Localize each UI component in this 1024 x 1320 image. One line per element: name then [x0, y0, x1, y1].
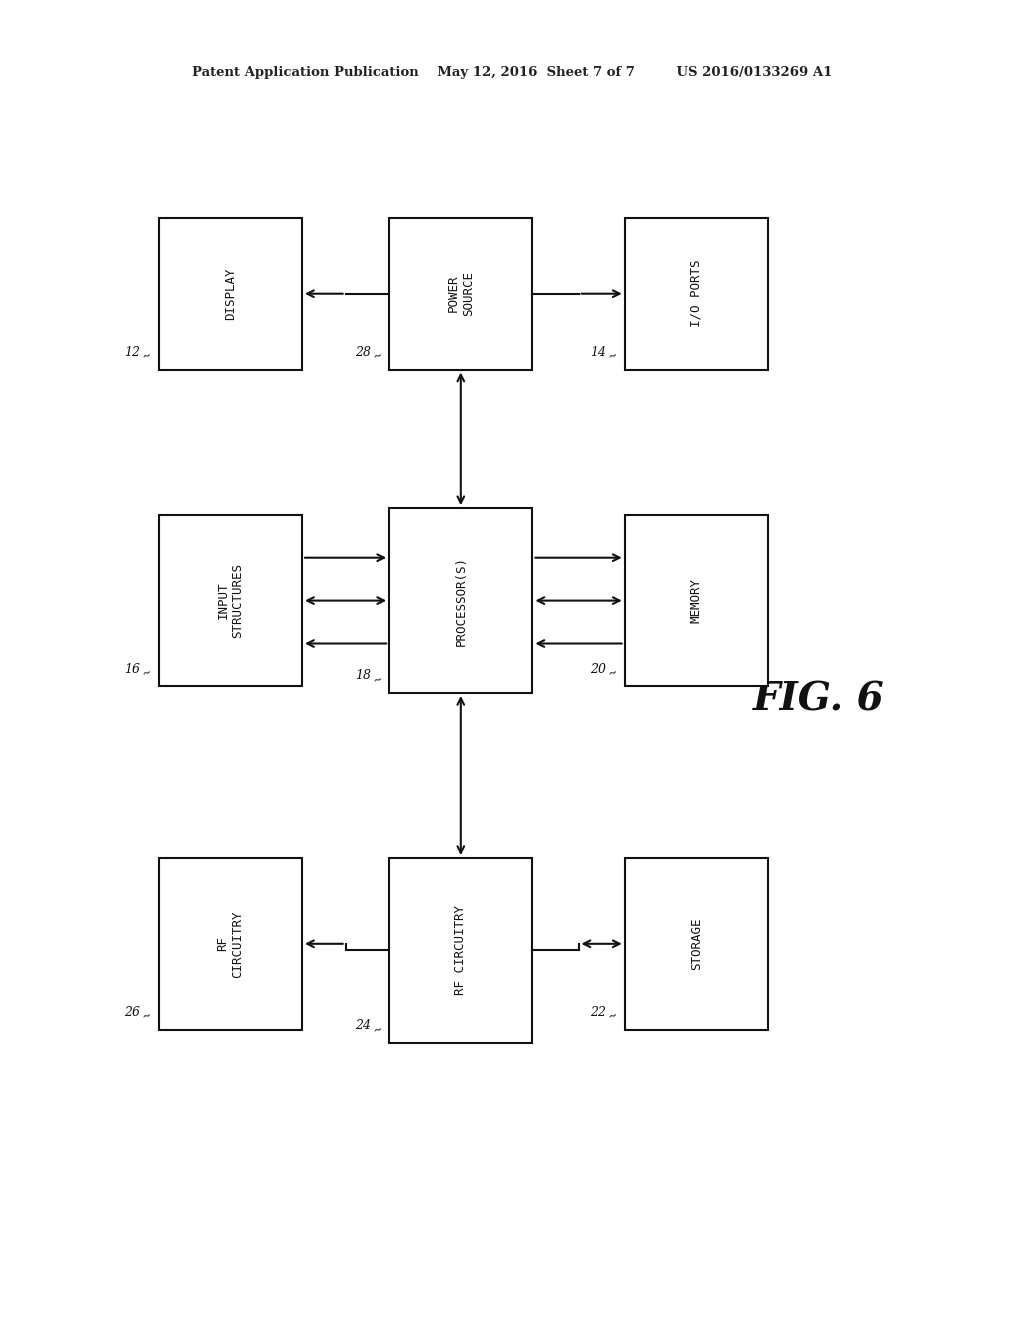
Text: 16: 16 — [124, 663, 140, 676]
Text: ~: ~ — [141, 350, 154, 363]
Text: ~: ~ — [141, 667, 154, 680]
Text: ~: ~ — [372, 1023, 384, 1036]
FancyBboxPatch shape — [389, 508, 532, 693]
FancyBboxPatch shape — [159, 858, 302, 1030]
Text: FIG. 6: FIG. 6 — [754, 681, 885, 718]
Text: I/O PORTS: I/O PORTS — [690, 260, 702, 327]
Text: Patent Application Publication    May 12, 2016  Sheet 7 of 7         US 2016/013: Patent Application Publication May 12, 2… — [191, 66, 833, 79]
FancyBboxPatch shape — [159, 218, 302, 370]
Text: ~: ~ — [372, 350, 384, 363]
Text: ~: ~ — [607, 350, 620, 363]
Text: PROCESSOR(S): PROCESSOR(S) — [455, 556, 467, 645]
Text: ~: ~ — [607, 1010, 620, 1023]
Text: ~: ~ — [607, 667, 620, 680]
Text: 18: 18 — [354, 669, 371, 682]
FancyBboxPatch shape — [389, 218, 532, 370]
Text: ~: ~ — [372, 673, 384, 686]
Text: DISPLAY: DISPLAY — [224, 268, 237, 319]
FancyBboxPatch shape — [625, 858, 768, 1030]
Text: 26: 26 — [124, 1006, 140, 1019]
FancyBboxPatch shape — [625, 218, 768, 370]
Text: POWER
SOURCE: POWER SOURCE — [446, 271, 475, 317]
Text: 28: 28 — [354, 346, 371, 359]
Text: ~: ~ — [141, 1010, 154, 1023]
FancyBboxPatch shape — [389, 858, 532, 1043]
Text: INPUT
STRUCTURES: INPUT STRUCTURES — [216, 564, 245, 638]
Text: 20: 20 — [590, 663, 606, 676]
Text: 14: 14 — [590, 346, 606, 359]
FancyBboxPatch shape — [159, 515, 302, 686]
Text: 12: 12 — [124, 346, 140, 359]
Text: RF
CIRCUITRY: RF CIRCUITRY — [216, 909, 245, 978]
Text: 24: 24 — [354, 1019, 371, 1032]
Text: 22: 22 — [590, 1006, 606, 1019]
Text: RF CIRCUITRY: RF CIRCUITRY — [455, 906, 467, 995]
Text: STORAGE: STORAGE — [690, 917, 702, 970]
FancyBboxPatch shape — [625, 515, 768, 686]
Text: MEMORY: MEMORY — [690, 578, 702, 623]
